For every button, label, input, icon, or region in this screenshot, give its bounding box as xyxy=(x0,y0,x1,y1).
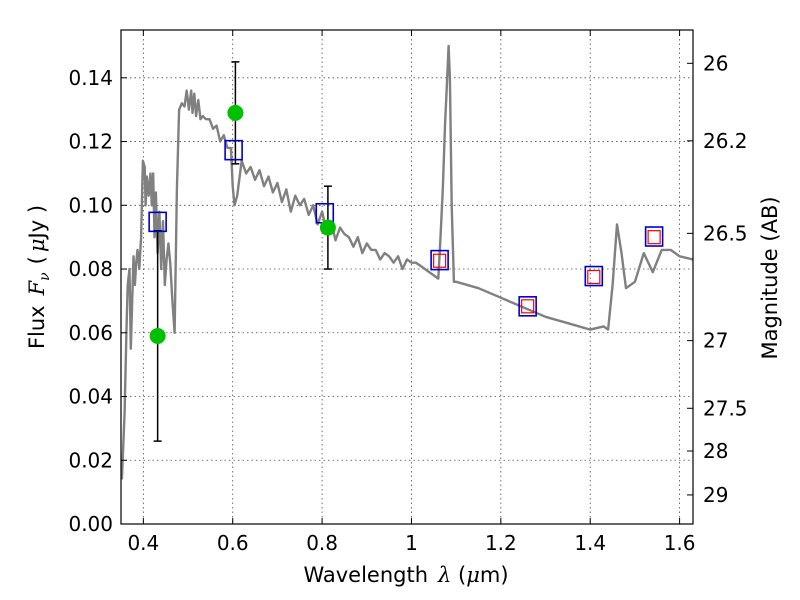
model-photometry-blue-square xyxy=(644,226,664,247)
model-photometry-blue-square xyxy=(584,265,604,287)
y2-tick-label: 27.5 xyxy=(703,396,748,420)
model-photometry-red-square xyxy=(587,269,601,285)
y2-tick-label: 28 xyxy=(703,439,728,463)
marker-layer xyxy=(148,61,664,442)
plot-area-frame xyxy=(120,29,694,525)
model-photometry-red-square xyxy=(647,230,661,245)
y2-tick-label: 29 xyxy=(703,483,728,507)
x-axis-label: Wavelength λ (μm) xyxy=(303,563,508,587)
y-tick-label: 0.04 xyxy=(68,385,113,409)
x-tick-label: 1 xyxy=(405,531,418,555)
y-tick-label: 0.02 xyxy=(68,448,113,472)
model-photometry-red-square xyxy=(433,253,447,268)
axis-ticks: 0.4 0.6 0.8 1 1.2 1.4 1.6 0.00 0.02 0.04 0.06 0.08 0… xyxy=(68,30,748,555)
observed-flux-point xyxy=(227,104,244,121)
model-photometry-blue-square xyxy=(224,139,243,161)
model-photometry-blue-square xyxy=(518,296,537,317)
x-tick-label: 1.2 xyxy=(485,531,517,555)
x-tick-label: 1.6 xyxy=(664,531,696,555)
y2-tick-label: 26.5 xyxy=(703,221,748,245)
y-tick-label: 0.10 xyxy=(68,193,113,217)
model-photometry-blue-square xyxy=(430,249,449,271)
observed-flux-point xyxy=(149,327,166,344)
observed-flux-point xyxy=(319,219,336,236)
y-tick-label: 0.12 xyxy=(68,130,113,154)
y-tick-label: 0.00 xyxy=(68,512,113,536)
y-tick-label: 0.08 xyxy=(68,257,113,281)
model-spectrum-line xyxy=(121,44,693,480)
y-axis-label: FluxFν(μJy ) xyxy=(25,205,53,349)
y2-tick-label: 26 xyxy=(703,51,728,75)
y-tick-label: 0.06 xyxy=(68,321,113,345)
y2-tick-label: 27 xyxy=(703,329,728,353)
model-photometry-blue-square xyxy=(148,211,167,233)
model-spectrum-layer xyxy=(121,44,693,480)
model-photometry-red-square xyxy=(521,299,535,314)
x-tick-label: 0.6 xyxy=(217,531,249,555)
x-tick-label: 0.8 xyxy=(306,531,338,555)
y2-tick-label: 26.2 xyxy=(703,129,748,153)
x-tick-label: 0.4 xyxy=(127,531,159,555)
y-tick-label: 0.14 xyxy=(68,66,113,90)
x-tick-label: 1.4 xyxy=(574,531,606,555)
y2-axis-label: Magnitude (AB) xyxy=(758,196,782,359)
